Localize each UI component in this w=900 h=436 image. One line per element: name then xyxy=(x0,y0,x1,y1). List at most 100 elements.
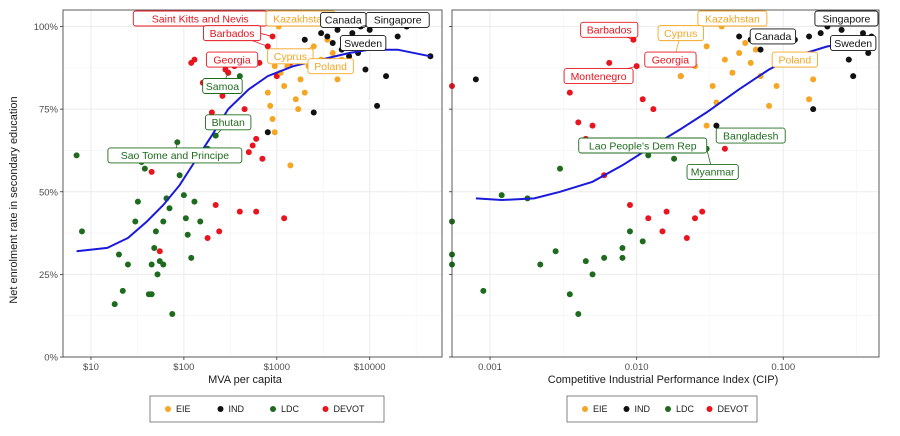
point-eie xyxy=(295,106,302,113)
point-ldc xyxy=(552,248,559,255)
callout-box xyxy=(267,48,314,65)
point-devot xyxy=(253,208,260,215)
callout-bangladesh: Bangladesh xyxy=(715,127,786,144)
point-devot xyxy=(639,96,646,103)
callout-label: Sao Tome and Principe xyxy=(121,150,230,162)
point-devot xyxy=(575,119,582,126)
point-devot xyxy=(241,106,248,113)
callouts: Kazakhstan Singapore Barbados Cyprus Canada S… xyxy=(563,10,879,180)
callout-box xyxy=(365,11,430,28)
y-tick-label: 100% xyxy=(34,22,59,33)
legend-item-ldc: LDC xyxy=(270,404,300,414)
callout-label: Bangladesh xyxy=(723,130,779,142)
callout-label: Sweden xyxy=(344,38,382,50)
callout-canada: Canada xyxy=(749,28,797,45)
point-devot xyxy=(219,92,226,99)
point-ldc xyxy=(134,198,141,205)
point-ldc xyxy=(154,271,161,278)
point-ldc xyxy=(141,165,148,172)
legend-item-ind: IND xyxy=(217,404,245,414)
legend-label: LDC xyxy=(676,404,695,414)
legend-marker xyxy=(217,406,224,412)
point-ind xyxy=(838,26,845,33)
callout-label: Poland xyxy=(779,54,812,66)
panel-cip: 0.001 0.010 0.100 Kazakhstan Singapore Barbad… xyxy=(449,9,880,373)
point-ldc xyxy=(582,258,589,265)
callout-box xyxy=(307,58,354,75)
point-ind xyxy=(349,30,356,37)
callout-singapore: Singapore xyxy=(814,10,879,27)
point-ldc xyxy=(197,218,204,225)
callout-label: Sweden xyxy=(834,38,872,50)
point-ldc xyxy=(160,218,167,225)
x-tick-label: 0.010 xyxy=(625,362,649,373)
callout-label: Singapore xyxy=(823,13,871,25)
legend-item-devot: DEVOT xyxy=(706,404,750,414)
callout-box xyxy=(644,51,697,68)
legend-marker xyxy=(665,406,671,412)
point-eie xyxy=(742,40,749,47)
point-ind xyxy=(472,76,479,83)
point-devot xyxy=(259,155,266,162)
point-devot xyxy=(216,228,223,235)
point-eie xyxy=(271,129,278,136)
point-ldc xyxy=(169,311,176,318)
point-ldc xyxy=(73,152,80,159)
point-eie xyxy=(677,73,684,80)
legend-mva: EIE IND LDC DEVOT xyxy=(149,395,385,423)
callout-sweden: Sweden xyxy=(830,35,877,51)
point-eie xyxy=(287,162,294,169)
point-devot xyxy=(650,106,657,113)
callout-box xyxy=(830,35,877,51)
y-tick-label: 0% xyxy=(44,353,58,364)
callout-box xyxy=(578,137,708,154)
point-eie xyxy=(721,56,728,63)
point-devot xyxy=(566,89,573,96)
callout-georgia: Georgia xyxy=(644,51,697,68)
point-eie xyxy=(709,83,716,90)
callout-label: Bhutan xyxy=(212,117,245,129)
callout-box xyxy=(697,10,768,27)
legend-marker xyxy=(706,406,713,412)
legend-label: DEVOT xyxy=(718,404,750,414)
callout-box xyxy=(580,21,639,38)
point-ind xyxy=(394,33,401,40)
point-ind xyxy=(850,73,857,80)
legend-marker xyxy=(322,406,329,412)
y-tick-label: 25% xyxy=(39,270,59,281)
point-ldc xyxy=(182,215,189,222)
point-ldc xyxy=(188,254,195,261)
point-eie xyxy=(773,83,780,90)
callout-canada: Canada xyxy=(320,11,367,31)
point-ind xyxy=(713,122,720,129)
x-tick-label: 0.100 xyxy=(771,362,795,373)
point-ind xyxy=(324,33,331,40)
legend-item-devot: DEVOT xyxy=(322,404,365,414)
point-ldc xyxy=(626,228,633,235)
point-devot xyxy=(208,109,215,116)
callout-label: Lao People's Dem Rep xyxy=(589,140,697,152)
point-eie xyxy=(281,83,288,90)
point-ldc xyxy=(124,261,131,268)
point-eie xyxy=(729,69,736,76)
point-eie xyxy=(766,102,773,109)
point-devot xyxy=(589,122,596,129)
point-eie xyxy=(329,49,336,56)
callout-box xyxy=(814,10,879,27)
point-ind xyxy=(310,109,317,116)
legend-cip: EIE IND LDC DEVOT xyxy=(566,395,758,423)
legend-marker xyxy=(165,406,171,412)
point-eie xyxy=(292,96,299,103)
callout-myanmar: Myanmar xyxy=(686,148,739,180)
callout-singapore: Singapore xyxy=(360,11,430,28)
callout-samoa: Samoa xyxy=(202,72,243,94)
callout-label: Barbados xyxy=(587,25,632,37)
gridlines xyxy=(452,10,879,358)
point-ind xyxy=(806,33,813,40)
legend-box xyxy=(566,395,758,423)
callout-bhutan: Bhutan xyxy=(205,114,252,136)
point-ind xyxy=(301,36,308,43)
point-ldc xyxy=(557,165,564,172)
